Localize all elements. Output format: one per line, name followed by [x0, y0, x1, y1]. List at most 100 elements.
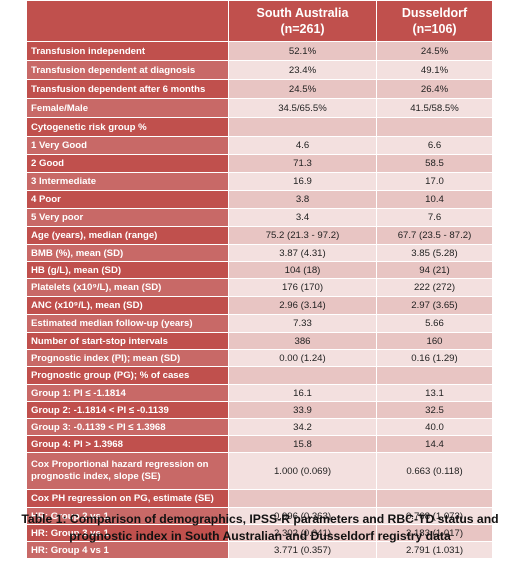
south-australia-value: 2.302 (0.341) [229, 525, 377, 542]
dusseldorf-value: 26.4% [377, 80, 493, 99]
south-australia-value: 24.5% [229, 80, 377, 99]
dusseldorf-value: 6.6 [377, 137, 493, 155]
row-label: Age (years), median (range) [27, 227, 229, 245]
table-row: HR: Group 4 vs 1 3.771 (0.357) 2.791 (1.03… [27, 542, 493, 559]
south-australia-value: 16.9 [229, 173, 377, 191]
table-row: 3 Intermediate 16.9 17.0 [27, 173, 493, 191]
dusseldorf-value: 160 [377, 333, 493, 350]
header-dusseldorf-name: Dusseldorf [401, 6, 468, 20]
table-row: Transfusion independent 52.1% 24.5% [27, 42, 493, 61]
row-label: Cytogenetic risk group % [27, 118, 229, 137]
dusseldorf-value [377, 490, 493, 508]
south-australia-value: 15.8 [229, 436, 377, 453]
row-label: Transfusion dependent at diagnosis [27, 61, 229, 80]
dusseldorf-value: 32.5 [377, 402, 493, 419]
dusseldorf-value: 40.0 [377, 419, 493, 436]
table-row: Prognostic index (PI); mean (SD) 0.00 (1.… [27, 350, 493, 367]
row-label: Transfusion independent [27, 42, 229, 61]
south-australia-value [229, 490, 377, 508]
table-row: Transfusion dependent after 6 months 24.5… [27, 80, 493, 99]
dusseldorf-value: 222 (272) [377, 279, 493, 297]
table-row: ANC (x10⁹/L), mean (SD) 2.96 (3.14) 2.97 (… [27, 297, 493, 315]
header-dusseldorf: Dusseldorf (n=106) [377, 1, 493, 42]
dusseldorf-value: 7.6 [377, 209, 493, 227]
south-australia-value: 3.8 [229, 191, 377, 209]
table-row: BMB (%), mean (SD) 3.87 (4.31) 3.85 (5.28) [27, 245, 493, 262]
table-header-row: South Australia (n=261) Dusseldorf (n=10… [27, 1, 493, 42]
row-label: HR: Group 2 vs 1 [27, 508, 229, 525]
header-south-australia-name: South Australia [256, 6, 349, 20]
south-australia-value: 75.2 (21.3 - 97.2) [229, 227, 377, 245]
south-australia-value [229, 367, 377, 385]
south-australia-value: 4.6 [229, 137, 377, 155]
row-label: HR: Group 3 vs 1 [27, 525, 229, 542]
south-australia-value: 71.3 [229, 155, 377, 173]
dusseldorf-value [377, 118, 493, 137]
dusseldorf-value: 5.66 [377, 315, 493, 333]
south-australia-value: 23.4% [229, 61, 377, 80]
table-row: 5 Very poor 3.4 7.6 [27, 209, 493, 227]
row-label: Group 4: PI > 1.3968 [27, 436, 229, 453]
table-row: Group 3: -0.1139 < PI ≤ 1.3968 34.2 40.0 [27, 419, 493, 436]
row-label: 5 Very poor [27, 209, 229, 227]
table-row: Prognostic group (PG); % of cases [27, 367, 493, 385]
dusseldorf-value: 58.5 [377, 155, 493, 173]
row-label: 1 Very Good [27, 137, 229, 155]
caption-line-2: prognostic index in South Australian and… [69, 529, 451, 543]
data-table: South Australia (n=261) Dusseldorf (n=10… [27, 1, 493, 559]
row-label: 2 Good [27, 155, 229, 173]
dusseldorf-value [377, 367, 493, 385]
table-row: Estimated median follow-up (years) 7.33 5.… [27, 315, 493, 333]
dusseldorf-value: 13.1 [377, 385, 493, 402]
south-australia-value: 34.5/65.5% [229, 99, 377, 118]
dusseldorf-value: 10.4 [377, 191, 493, 209]
south-australia-value: 104 (18) [229, 262, 377, 279]
table-row: HB (g/L), mean (SD) 104 (18) 94 (21) [27, 262, 493, 279]
row-label: Prognostic group (PG); % of cases [27, 367, 229, 385]
dusseldorf-value: 0.16 (1.29) [377, 350, 493, 367]
dusseldorf-value: 24.5% [377, 42, 493, 61]
south-australia-value: 52.1% [229, 42, 377, 61]
row-label: 4 Poor [27, 191, 229, 209]
row-label: Cox PH regression on PG, estimate (SE) [27, 490, 229, 508]
table-row: Female/Male 34.5/65.5% 41.5/58.5% [27, 99, 493, 118]
table-row: Age (years), median (range) 75.2 (21.3 - … [27, 227, 493, 245]
dusseldorf-value: 2.97 (3.65) [377, 297, 493, 315]
row-label: Group 1: PI ≤ -1.1814 [27, 385, 229, 402]
south-australia-value: 3.4 [229, 209, 377, 227]
header-south-australia-n: (n=261) [280, 22, 325, 36]
row-label: Estimated median follow-up (years) [27, 315, 229, 333]
dusseldorf-value: 17.0 [377, 173, 493, 191]
row-label: Group 2: -1.1814 < PI ≤ -0.1139 [27, 402, 229, 419]
table-caption: Table 1: Comparison of demographics, IPS… [0, 511, 520, 545]
row-label: Number of start-stop intervals [27, 333, 229, 350]
table-row: HR: Group 3 vs 1 2.302 (0.341) 2.183 (1.01… [27, 525, 493, 542]
south-australia-value: 176 (170) [229, 279, 377, 297]
table-row: HR: Group 2 vs 1 0.996 (0.363) 0.768 (1.07… [27, 508, 493, 525]
row-label: Cox Proportional hazard regression on pr… [27, 453, 229, 490]
table-row: Group 2: -1.1814 < PI ≤ -0.1139 33.9 32.5 [27, 402, 493, 419]
south-australia-value: 386 [229, 333, 377, 350]
table-row: Cytogenetic risk group % [27, 118, 493, 137]
row-label: Prognostic index (PI); mean (SD) [27, 350, 229, 367]
south-australia-value: 7.33 [229, 315, 377, 333]
header-south-australia: South Australia (n=261) [229, 1, 377, 42]
south-australia-value: 3.771 (0.357) [229, 542, 377, 559]
header-dusseldorf-n: (n=106) [412, 22, 457, 36]
dusseldorf-value: 94 (21) [377, 262, 493, 279]
row-label: Transfusion dependent after 6 months [27, 80, 229, 99]
dusseldorf-value: 41.5/58.5% [377, 99, 493, 118]
south-australia-value: 34.2 [229, 419, 377, 436]
dusseldorf-value: 2.791 (1.031) [377, 542, 493, 559]
table-row: 1 Very Good 4.6 6.6 [27, 137, 493, 155]
dusseldorf-value: 49.1% [377, 61, 493, 80]
table-row: Group 4: PI > 1.3968 15.8 14.4 [27, 436, 493, 453]
dusseldorf-value: 67.7 (23.5 - 87.2) [377, 227, 493, 245]
south-australia-value: 33.9 [229, 402, 377, 419]
table-row: Number of start-stop intervals 386 160 [27, 333, 493, 350]
dusseldorf-value: 2.183 (1.017) [377, 525, 493, 542]
row-label: HB (g/L), mean (SD) [27, 262, 229, 279]
south-australia-value: 0.996 (0.363) [229, 508, 377, 525]
row-label: 3 Intermediate [27, 173, 229, 191]
dusseldorf-value: 14.4 [377, 436, 493, 453]
